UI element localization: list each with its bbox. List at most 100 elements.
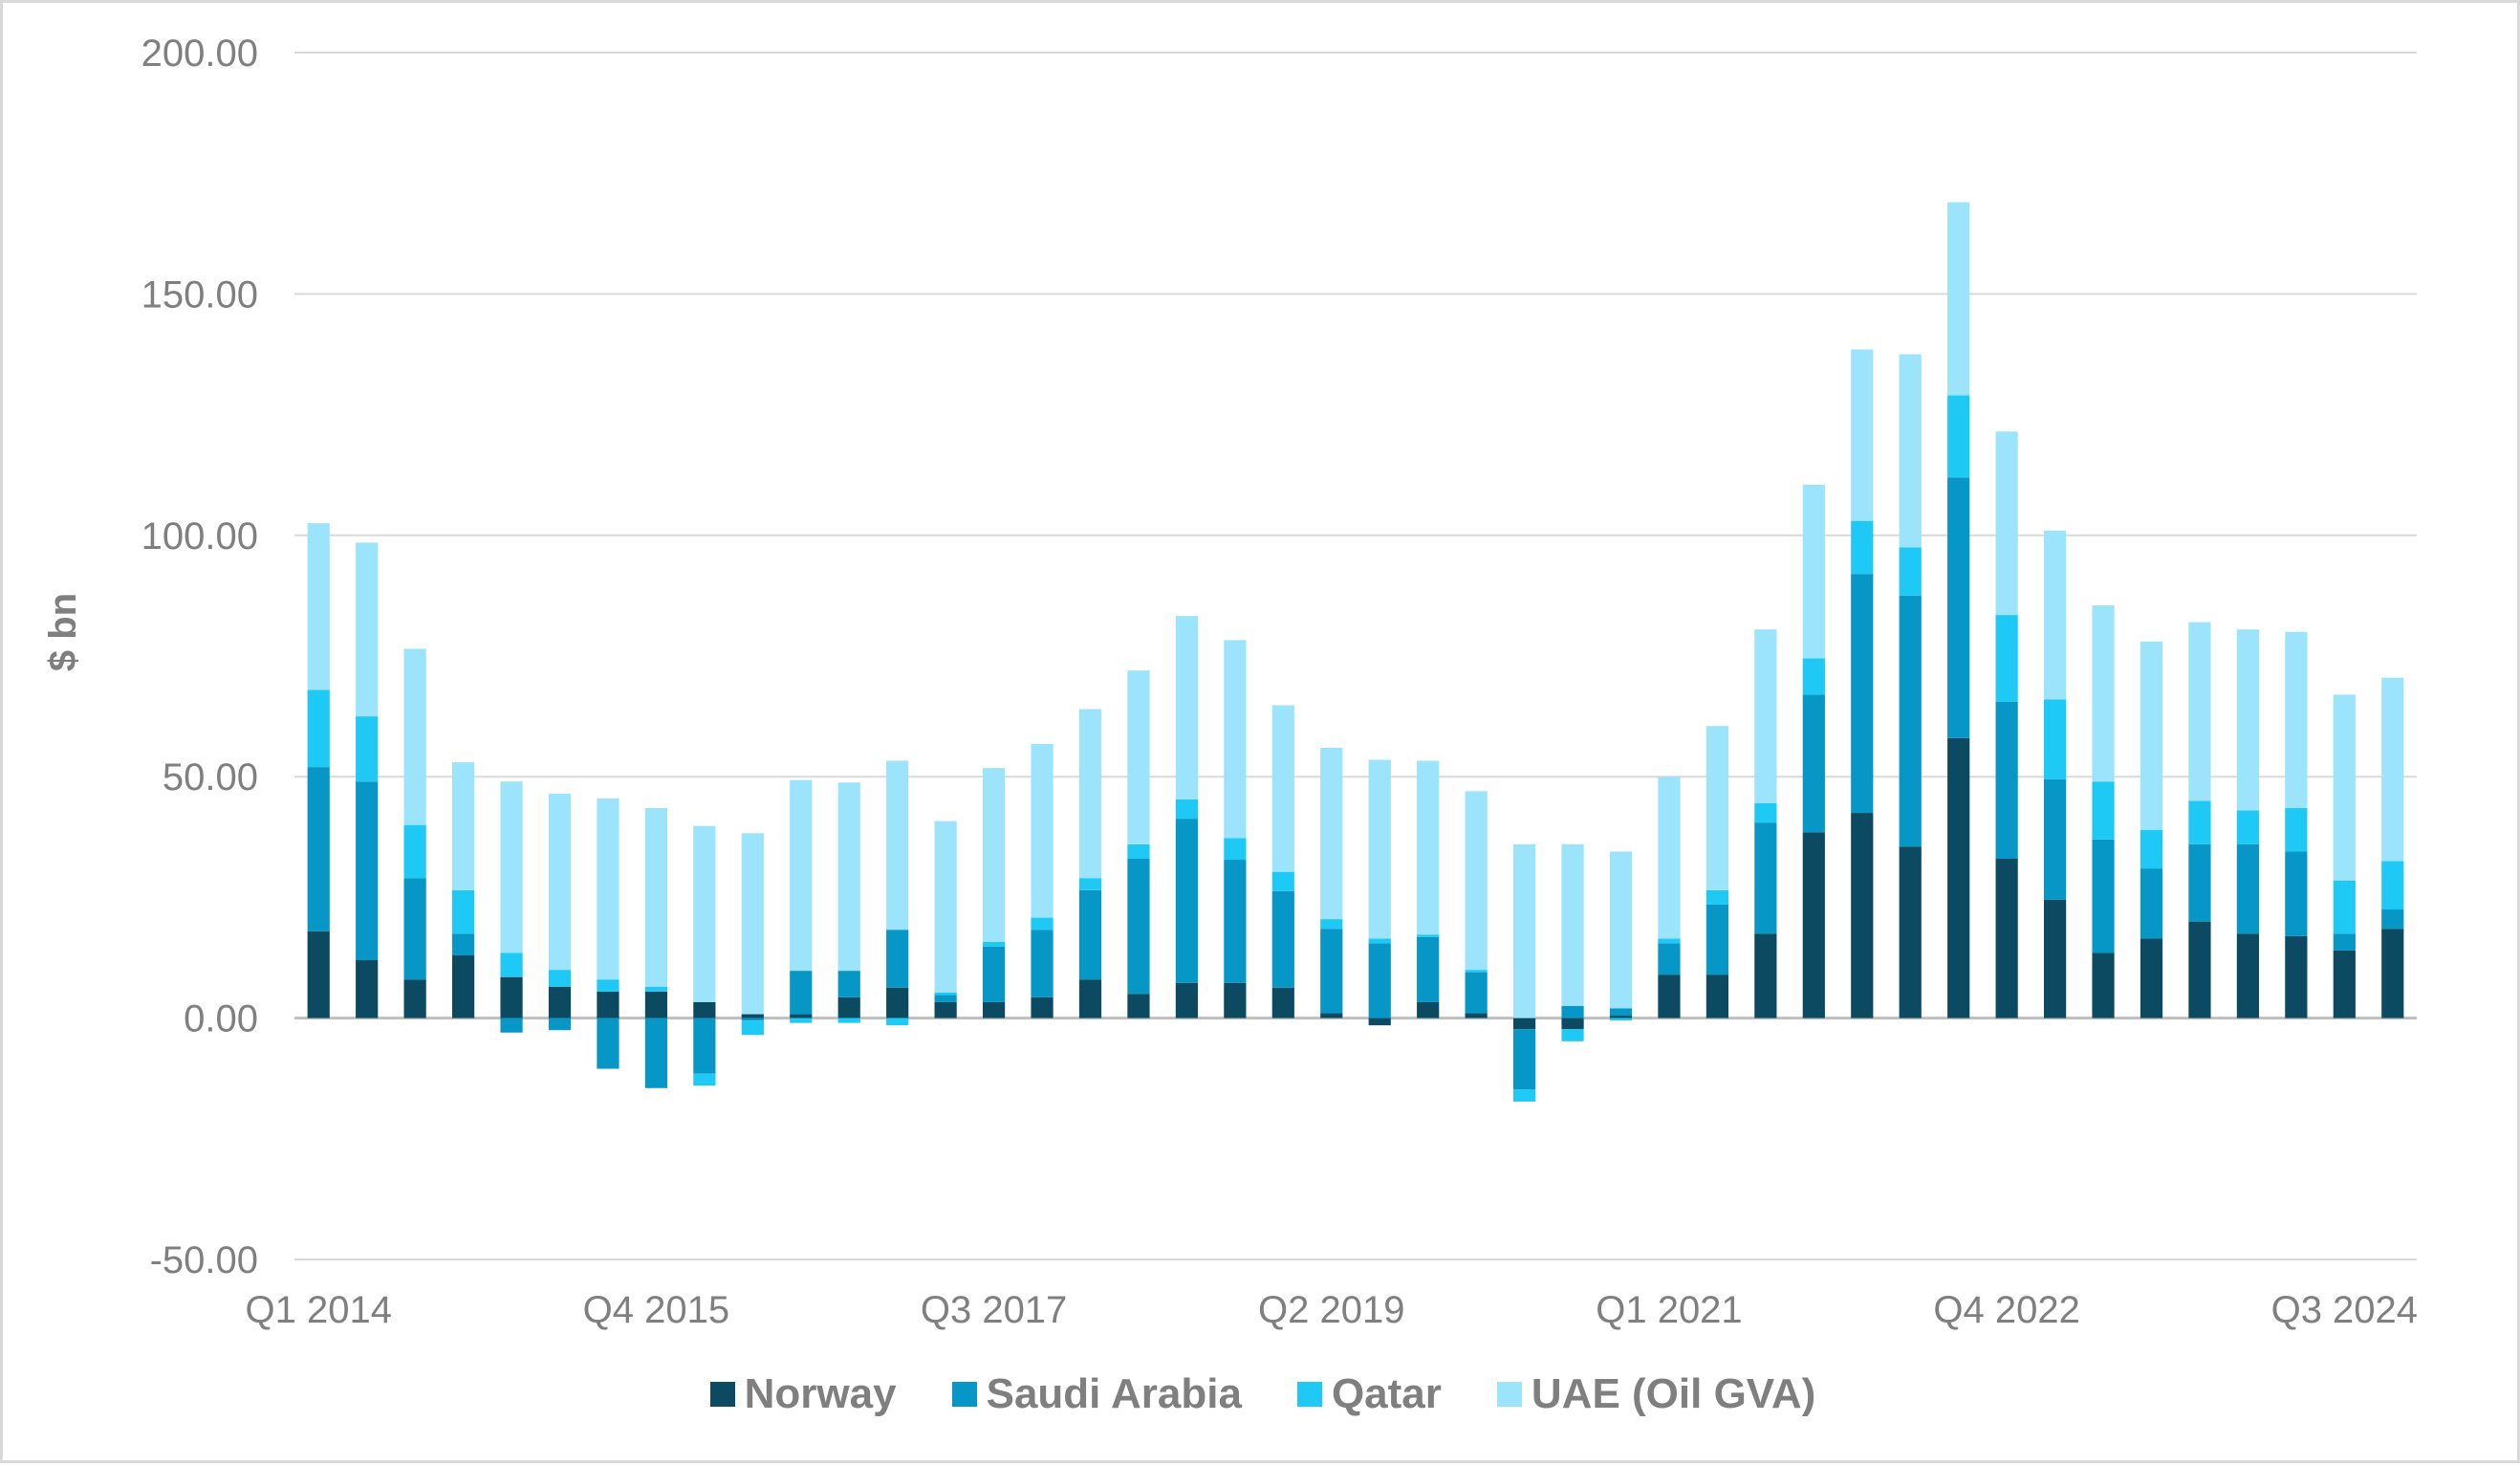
bar-segment [307,767,330,931]
bar-segment [693,1017,716,1074]
bar-segment [1851,574,1874,814]
bar-segment [790,779,813,972]
bar-segment [1417,936,1440,1002]
y-axis-title: $ bn [42,593,84,671]
x-tick-label: Q4 2022 [1933,1289,2079,1331]
bar-segment [500,1017,523,1033]
y-tick-label: 100.00 [141,515,258,558]
bar-segment [356,542,379,717]
y-tick-label: 150.00 [141,274,258,316]
bar-segment [597,979,619,992]
bar-segment [548,793,572,971]
bar-segment [644,991,668,1018]
y-tick-label: 200.00 [141,33,258,75]
bar-segment [1078,878,1102,890]
bar-segment [741,1014,764,1018]
bar-segment [837,996,860,1018]
stacked-bar-chart: 200.00 150.00 100.00 50.00 0.00 -50.00 Q1 2014… [42,33,2418,1331]
bar-segment [548,1017,572,1031]
legend-swatch [951,1382,977,1407]
legend-label: Norway [744,1370,897,1417]
bar-segment [2381,677,2404,862]
bar-segment [1561,843,1584,1006]
bar-segment [1754,629,1777,803]
bar-segment [2285,631,2308,809]
bar-segment [741,1020,764,1036]
bar-segment [934,1001,957,1018]
bar-segment [1899,354,1922,548]
bar-segment [982,941,1006,947]
axes: 200.00 150.00 100.00 50.00 0.00 -50.00 Q1 2014… [141,33,2418,1331]
bar-segment [982,1001,1006,1018]
bar-segment [837,971,860,997]
bar-segment [307,930,330,1018]
bar-segment [1754,802,1777,823]
bar-segment [1271,871,1294,891]
bar-segment [500,976,523,1018]
bar-segment [886,760,909,930]
bar-segment [1561,1029,1584,1041]
bar-segment [2188,843,2211,922]
bar-segment [356,781,379,961]
bar-segment [2333,880,2356,934]
bar-segment [2043,778,2067,900]
bar-segment [1609,1008,1633,1017]
bar-segment [1320,1013,1343,1018]
bar-segment [2140,868,2163,939]
bar-segment [2043,699,2067,779]
legend-item: Qatar [1296,1370,1442,1418]
bar-segment [1705,726,1729,890]
bar-segment [741,833,764,1015]
legend-swatch [1296,1382,1322,1407]
bar-segment [1658,943,1681,975]
bar-segment [693,1001,716,1018]
x-tick-label: Q2 2019 [1258,1289,1404,1331]
bar-segment [1175,819,1199,983]
bar-segment [1802,658,1825,695]
bar-segment [1512,1089,1536,1102]
bar-segment [1512,1029,1536,1090]
bar-segment [2381,861,2404,910]
bar-segment [500,781,523,953]
bar-segment [2236,810,2260,844]
bar-segment [1465,791,1488,971]
bar-segment [1465,970,1488,973]
bar-segment [1995,431,2018,616]
bar-segment [982,946,1006,1002]
bar-segment [1851,349,1874,521]
bar-segment [307,689,330,768]
bar-segment [1368,938,1391,944]
bar-segment [2236,843,2260,934]
bar-segment [1899,547,1922,596]
bar-segment [1368,759,1391,939]
bar-segment [307,523,330,690]
bar-segment [1271,705,1294,872]
bar-segment [982,768,1006,942]
bar-segment [1271,890,1294,988]
bar-segment [886,1017,909,1026]
bar-segment [1802,484,1825,659]
bar-segment [597,991,619,1018]
bar-segment [1705,974,1729,1018]
legend-swatch [1496,1382,1522,1407]
bar-segment [1851,813,1874,1018]
bar-segment [356,960,379,1018]
bar-segment [1512,843,1536,1018]
legend-item: Norway [709,1370,897,1418]
bar-segment [1947,202,1970,396]
bar-segment [1995,615,2018,702]
bar-segment [2285,935,2308,1018]
bar-segment [451,889,475,934]
bar-segment [1224,838,1247,861]
bar-segment [1175,799,1199,820]
x-tick-label: Q3 2024 [2271,1289,2418,1331]
bar-segment [2140,641,2163,830]
bar-segment [2333,933,2356,951]
x-tick-label: Q1 2014 [245,1289,391,1331]
bar-segment [1078,979,1102,1018]
bar-segment [2092,952,2115,1018]
bar-segment [1609,1016,1633,1018]
bar-segment [1754,822,1777,934]
bar-segment [1320,919,1343,930]
y-tick-label: 0.00 [184,998,258,1040]
